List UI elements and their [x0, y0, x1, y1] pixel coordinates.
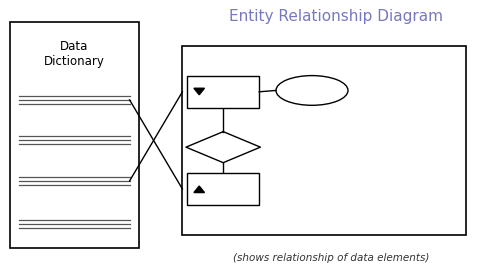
Ellipse shape — [276, 76, 348, 105]
Text: (shows relationship of data elements): (shows relationship of data elements) — [233, 253, 430, 263]
Bar — [10, 22, 139, 248]
Bar — [182, 46, 466, 235]
Bar — [187, 173, 259, 205]
Text: Entity Relationship Diagram: Entity Relationship Diagram — [229, 9, 443, 24]
Polygon shape — [194, 186, 204, 193]
Text: Data
Dictionary: Data Dictionary — [44, 40, 105, 68]
Bar — [187, 76, 259, 108]
Polygon shape — [194, 88, 204, 95]
